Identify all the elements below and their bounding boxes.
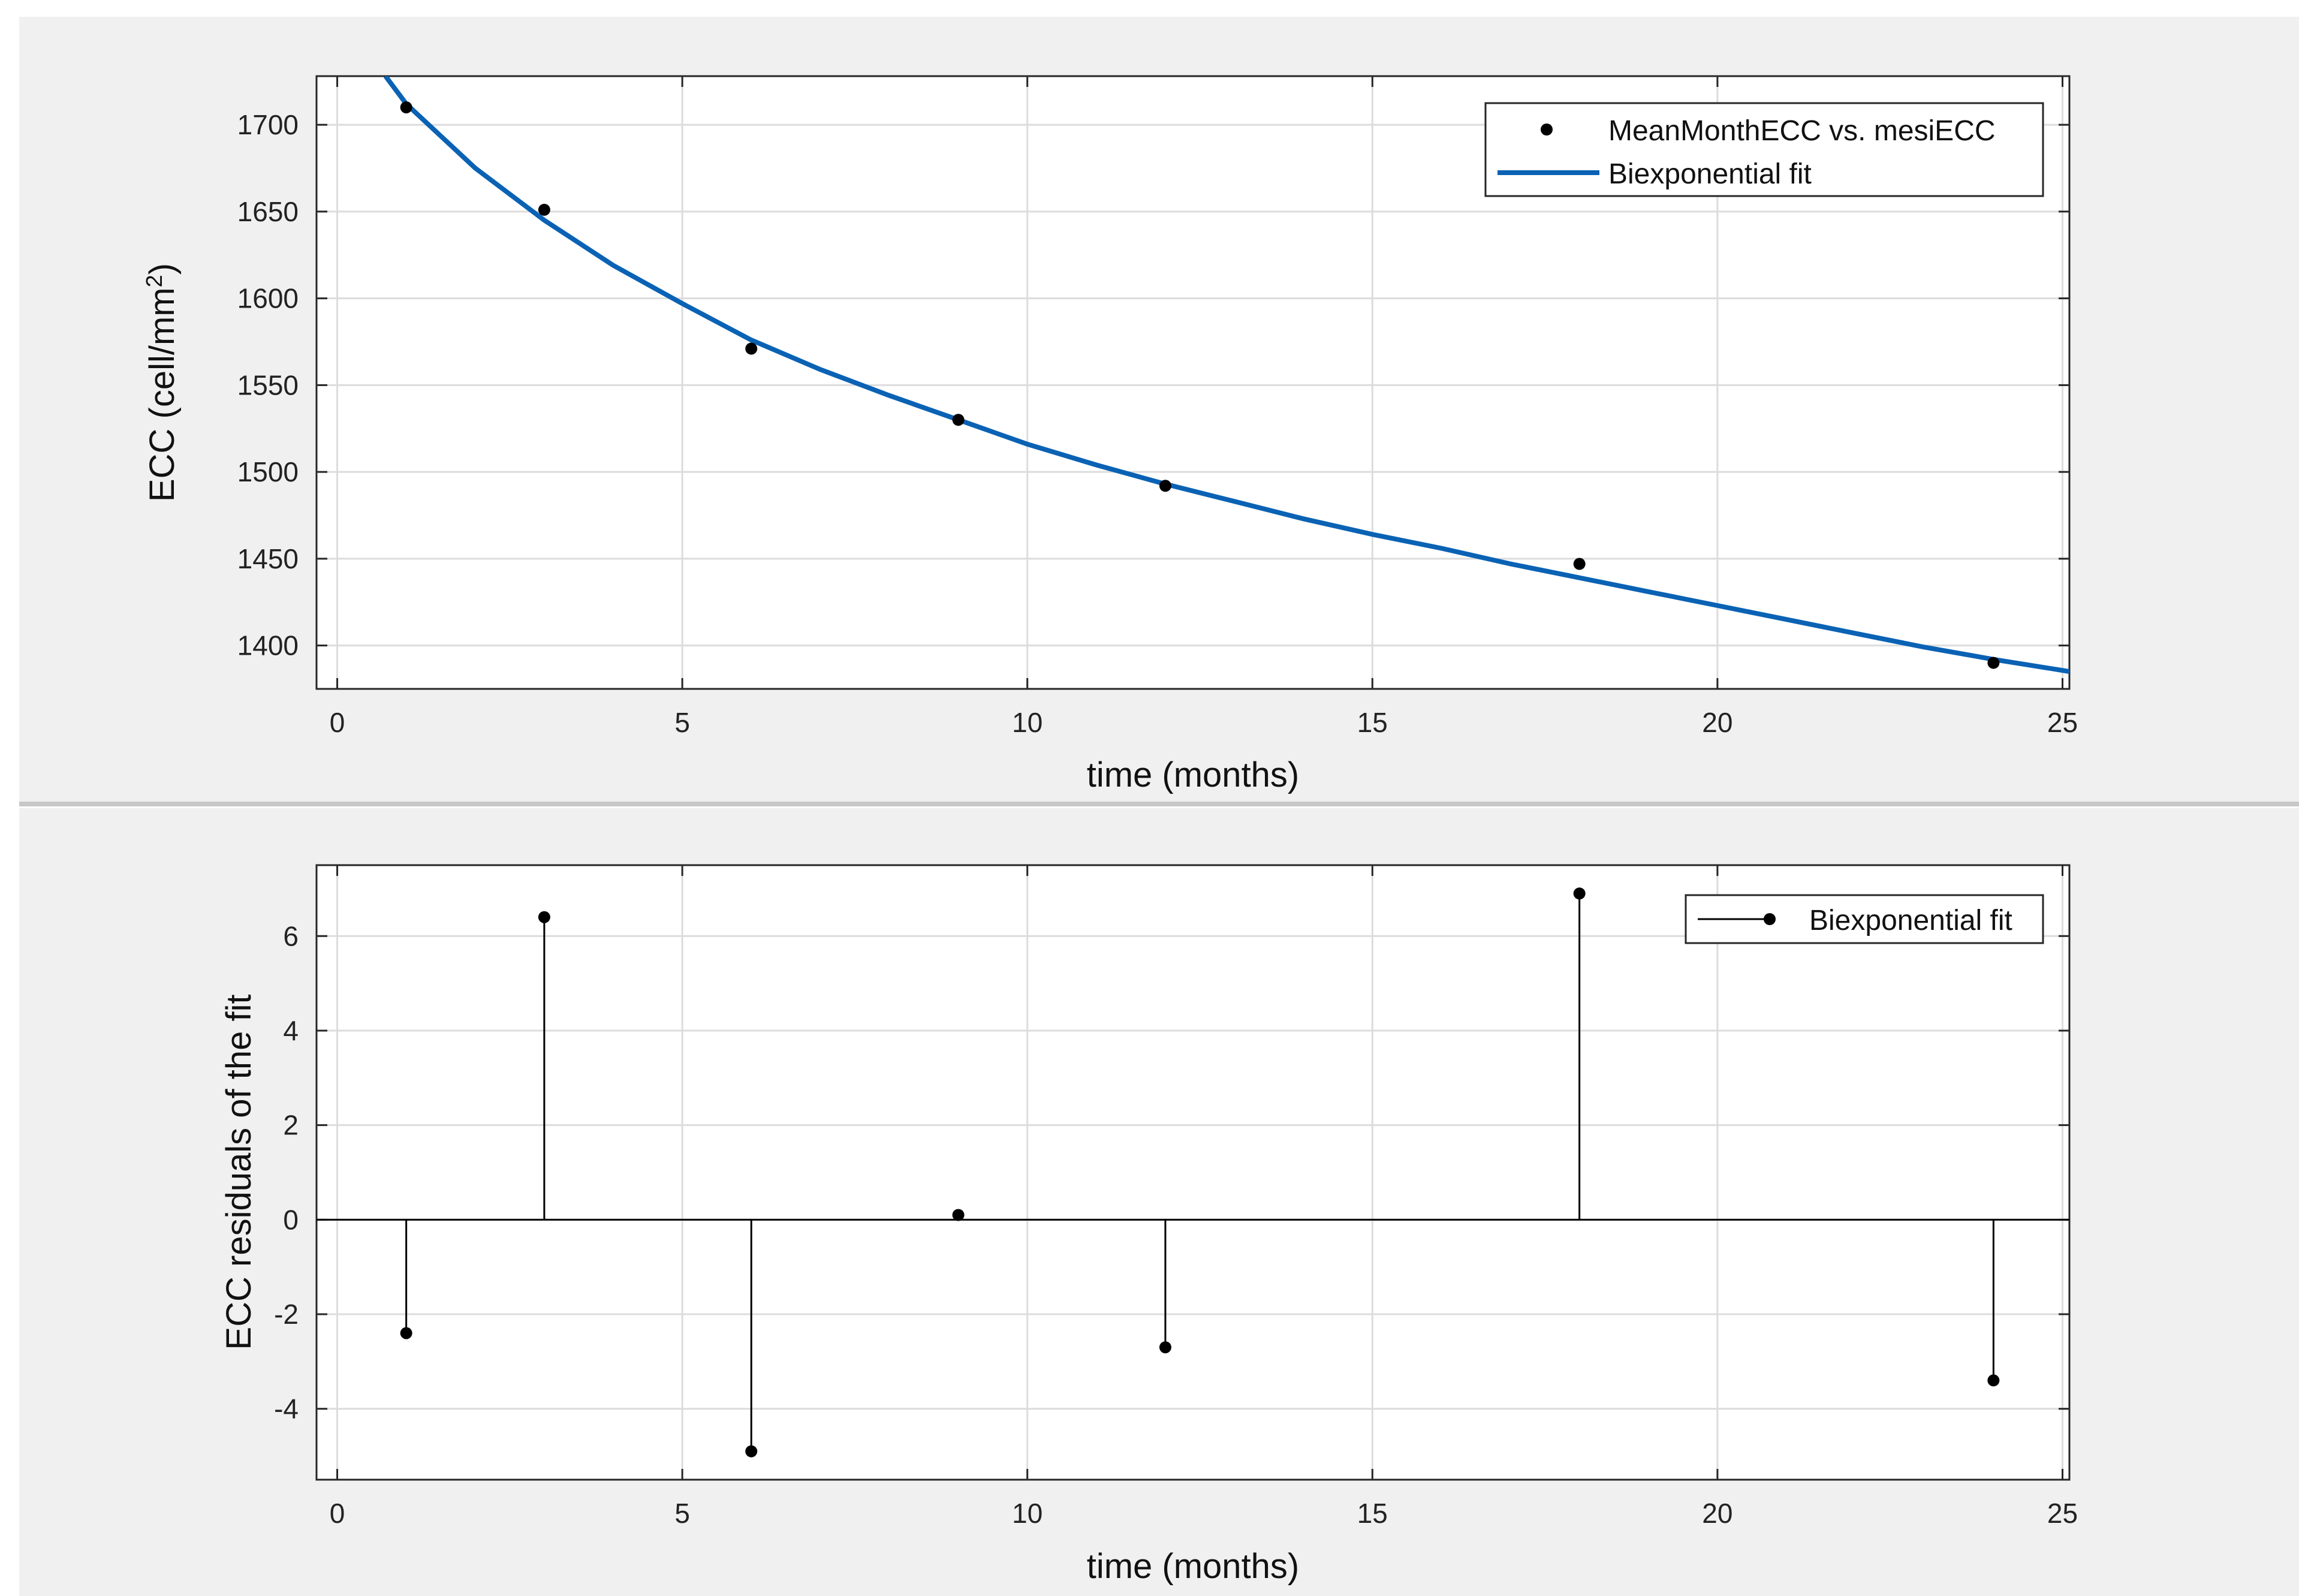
y-tick-label: 2: [283, 1110, 299, 1141]
residual-stems: [400, 887, 2000, 1458]
bottom-legend: Biexponential fit: [1685, 894, 2044, 944]
x-tick-label: 0: [330, 1498, 345, 1529]
y-tick-label: -4: [274, 1393, 299, 1425]
top-y-axis-label-superscript: 2: [142, 275, 167, 287]
data-points: [400, 101, 2000, 669]
residual-point: [1573, 887, 1586, 900]
top-legend-box: [1484, 102, 2044, 197]
residual-point: [538, 911, 550, 923]
data-point: [400, 101, 412, 114]
x-tick-label: 15: [1357, 707, 1388, 738]
y-tick-label: 1550: [237, 369, 299, 400]
x-tick-label: 20: [1702, 707, 1732, 738]
top-axes: 0 5 10 15 20 25 1400145015001550160016501700 …: [142, 75, 2078, 794]
top-axes-grid: [317, 76, 2069, 689]
y-tick-label: 1650: [237, 196, 299, 227]
legend-label-fit: Biexponential fit: [1608, 158, 1812, 190]
residual-point: [745, 1445, 758, 1458]
legend-label-data-points: MeanMonthECC vs. mesiECC: [1608, 115, 1996, 147]
x-tick-label: 20: [1702, 1498, 1732, 1529]
x-tick-label: 10: [1012, 707, 1042, 738]
top-x-tick-labels: 0 5 10 15 20 25: [330, 707, 2078, 738]
y-tick-label: 4: [283, 1015, 299, 1046]
legend-label-residuals: Biexponential fit: [1809, 905, 2012, 936]
data-point: [745, 342, 758, 355]
biexponential-fit-curve: [383, 76, 2069, 674]
residual-point: [400, 1327, 412, 1339]
bottom-y-axis-label: ECC residuals of the fit: [219, 994, 258, 1350]
top-x-axis-label: time (months): [1087, 755, 1300, 794]
x-tick-label: 10: [1012, 1498, 1042, 1529]
x-tick-label: 0: [330, 707, 345, 738]
x-tick-label: 25: [2047, 707, 2078, 738]
y-tick-label: 1450: [237, 543, 299, 574]
data-point: [538, 203, 550, 216]
top-y-tick-labels: 1400 1450 1500 1550 1600 1650 1700: [237, 109, 299, 661]
x-tick-label: 25: [2047, 1498, 2078, 1529]
top-legend: MeanMonthECC vs. mesiECC Biexponential f…: [1484, 102, 2044, 197]
panel-divider: [19, 802, 2299, 806]
residual-point: [952, 1209, 965, 1221]
top-y-axis-label-text: ECC (cell/mm: [143, 287, 182, 502]
data-point: [952, 414, 965, 426]
residual-point: [1987, 1374, 2000, 1387]
bottom-y-tick-labels: -4 -2 0 2 4 6: [274, 920, 299, 1424]
data-point: [1159, 480, 1171, 492]
x-tick-label: 5: [674, 707, 690, 738]
residual-point: [1159, 1341, 1171, 1354]
bottom-x-tick-labels: 0 5 10 15 20 25: [330, 1498, 2078, 1529]
bottom-axes-frame: [315, 864, 2071, 1481]
data-point: [1987, 657, 2000, 669]
bottom-axes: 0 5 10 15 20 25 -4 -2 0 2 4 6 time (months) ECC re…: [219, 864, 2078, 1586]
y-tick-label: 1600: [237, 283, 299, 314]
y-tick-label: 1500: [237, 456, 299, 487]
y-tick-label: -2: [274, 1299, 299, 1330]
y-tick-label: 1700: [237, 109, 299, 140]
x-tick-label: 15: [1357, 1498, 1388, 1529]
top-y-axis-label: ECC (cell/mm2): [142, 263, 182, 502]
y-tick-label: 6: [283, 920, 299, 951]
x-tick-label: 5: [674, 1498, 690, 1529]
data-point: [1573, 558, 1586, 570]
legend-stem-marker: [1764, 913, 1776, 925]
top-y-axis-label-close: ): [143, 263, 182, 275]
legend-marker-data-points: [1541, 124, 1553, 135]
y-tick-label: 0: [283, 1204, 299, 1235]
y-tick-label: 1400: [237, 630, 299, 661]
bottom-x-axis-label: time (months): [1087, 1547, 1300, 1586]
